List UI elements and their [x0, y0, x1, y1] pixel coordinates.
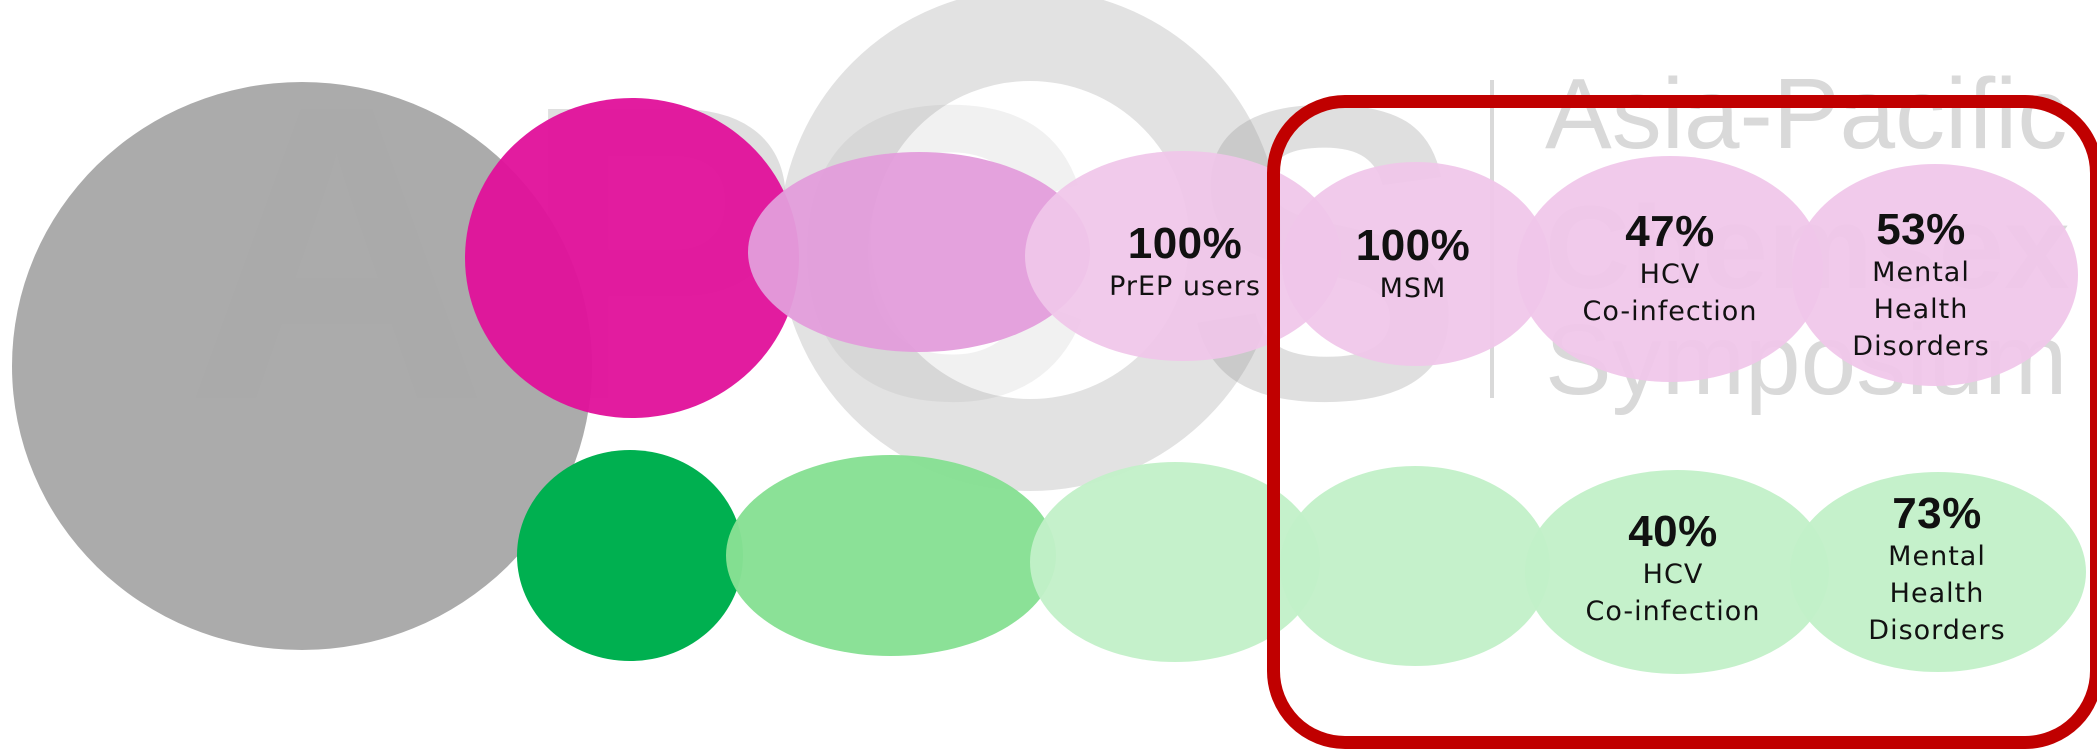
label-prep-users: 100% PrEP users: [1070, 220, 1300, 305]
stat-caption: Health: [1873, 294, 1969, 325]
stat-percent: 100%: [1355, 221, 1471, 270]
magenta-circle: [465, 98, 799, 418]
watermark-line-1: Asia-Pacific: [1545, 58, 2067, 170]
stat-caption: Mental: [1872, 257, 1970, 288]
label-hcv-top: 47% HCV Co-infection: [1555, 208, 1785, 330]
stat-percent: 100%: [1127, 219, 1243, 268]
label-mental-bottom: 73% Mental Health Disorders: [1822, 490, 2052, 649]
pink-ellipse-msm: [1282, 162, 1550, 366]
green-pale-ellipse-hcv: [1525, 470, 1829, 674]
pink-ellipse-hcv: [1517, 156, 1823, 382]
stat-percent: 53%: [1876, 205, 1966, 254]
stat-caption: Disorders: [1868, 615, 2006, 646]
stat-caption: Co-infection: [1582, 296, 1758, 327]
stat-percent: 73%: [1892, 489, 1982, 538]
label-hcv-bottom: 40% HCV Co-infection: [1558, 508, 1788, 630]
stat-caption: MSM: [1379, 273, 1447, 304]
green-pale-ellipse-2: [1280, 466, 1550, 666]
highlight-frame: [1267, 95, 2097, 749]
stat-percent: 47%: [1625, 207, 1715, 256]
stat-caption: PrEP users: [1109, 271, 1261, 302]
stat-caption: Disorders: [1852, 331, 1990, 362]
stat-caption: HCV: [1642, 559, 1704, 590]
stat-caption: HCV: [1639, 259, 1701, 290]
stat-percent: 40%: [1628, 507, 1718, 556]
green-light-ellipse: [726, 455, 1056, 656]
stat-caption: Mental: [1888, 541, 1986, 572]
green-circle: [517, 450, 743, 661]
stat-caption: Health: [1889, 578, 1985, 609]
pink-ellipse-mental: [1792, 164, 2078, 386]
green-pale-ellipse-mental: [1790, 472, 2086, 672]
label-mental-top: 53% Mental Health Disorders: [1806, 206, 2036, 365]
label-msm: 100% MSM: [1298, 222, 1528, 307]
stat-caption: Co-infection: [1585, 596, 1761, 627]
